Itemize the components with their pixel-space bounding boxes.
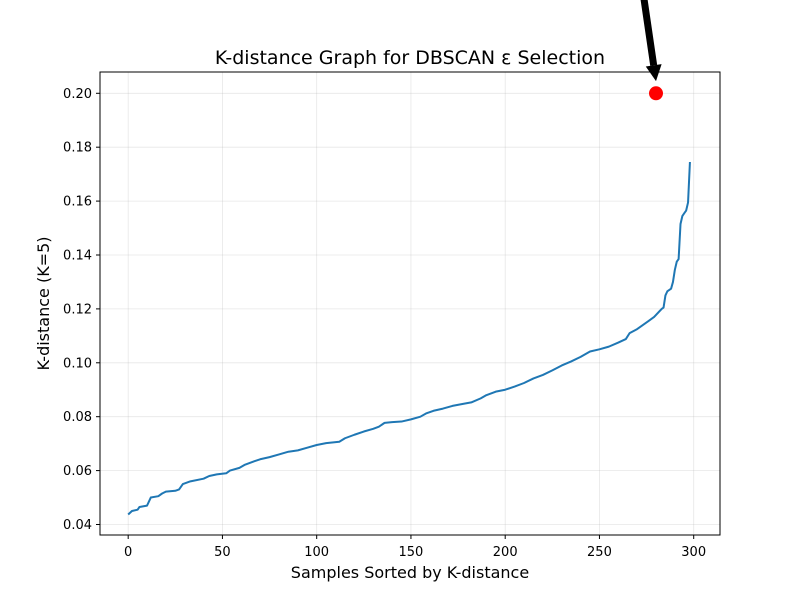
y-tick-label: 0.06 bbox=[63, 464, 92, 479]
elbow-point-marker bbox=[649, 86, 664, 101]
chart-title: K-distance Graph for DBSCAN ε Selection bbox=[215, 47, 605, 69]
y-tick-label: 0.08 bbox=[63, 410, 92, 425]
y-tick-label: 0.20 bbox=[63, 87, 92, 102]
x-tick-label: 300 bbox=[681, 545, 706, 560]
annotation-layer bbox=[640, 0, 662, 82]
x-tick-label: 150 bbox=[399, 545, 424, 560]
x-tick-label: 250 bbox=[587, 545, 612, 560]
k-distance-line bbox=[127, 161, 691, 516]
axis-ticks: 0 50 100 150 200 250 300 0.04 0.06 0.08 0.10 0.12 0.… bbox=[63, 87, 706, 560]
x-tick-label: 0 bbox=[124, 545, 132, 560]
annotation-arrow-head bbox=[645, 64, 662, 82]
x-tick-label: 200 bbox=[493, 545, 518, 560]
x-tick-label: 50 bbox=[214, 545, 231, 560]
y-tick-label: 0.18 bbox=[63, 141, 92, 156]
y-axis-label: K-distance (K=5) bbox=[34, 236, 53, 370]
plot-background bbox=[100, 72, 720, 535]
annotation-arrow-shaft bbox=[640, 0, 658, 66]
x-tick-label: 100 bbox=[304, 545, 329, 560]
series-lines bbox=[127, 161, 691, 516]
y-tick-label: 0.14 bbox=[63, 248, 92, 263]
plot-frame bbox=[99, 71, 721, 536]
highlight-markers bbox=[649, 86, 664, 101]
y-tick-label: 0.16 bbox=[63, 195, 92, 210]
y-tick-label: 0.12 bbox=[63, 302, 92, 317]
y-tick-label: 0.04 bbox=[63, 518, 92, 533]
y-tick-label: 0.10 bbox=[63, 356, 92, 371]
grid-lines bbox=[100, 72, 720, 535]
x-axis-label: Samples Sorted by K-distance bbox=[291, 563, 529, 582]
